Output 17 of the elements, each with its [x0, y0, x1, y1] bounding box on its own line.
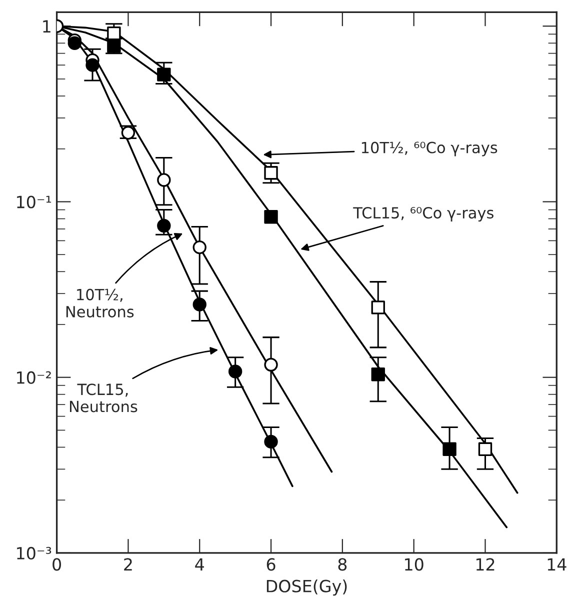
x-tick-label: 10	[405, 558, 424, 571]
x-tick-label: 14	[548, 558, 566, 570]
y-tick-label: 10⁻³	[17, 546, 52, 560]
y-tick-label: 10⁻¹	[17, 196, 52, 208]
annotation: TCL15, Neutrons	[70, 384, 138, 412]
y-tick-label: 10⁻²	[17, 371, 51, 384]
annotation: 10T½, Neutrons	[66, 288, 134, 318]
x-tick-label: 2	[124, 558, 132, 570]
annotation: 10T½, ⁶⁰Co γ-rays	[362, 142, 498, 156]
y-tick-label: 1	[43, 20, 50, 32]
x-tick-label: 6	[266, 558, 276, 571]
x-tick-label: 0	[52, 558, 61, 571]
x-tick-label: 4	[195, 558, 204, 570]
x-axis-title: DOSE(Gy)	[266, 580, 347, 596]
annotation: TCL15, ⁶⁰Co γ-rays	[353, 207, 494, 222]
x-tick-label: 8	[338, 558, 347, 571]
x-tick-label: 12	[476, 558, 494, 570]
